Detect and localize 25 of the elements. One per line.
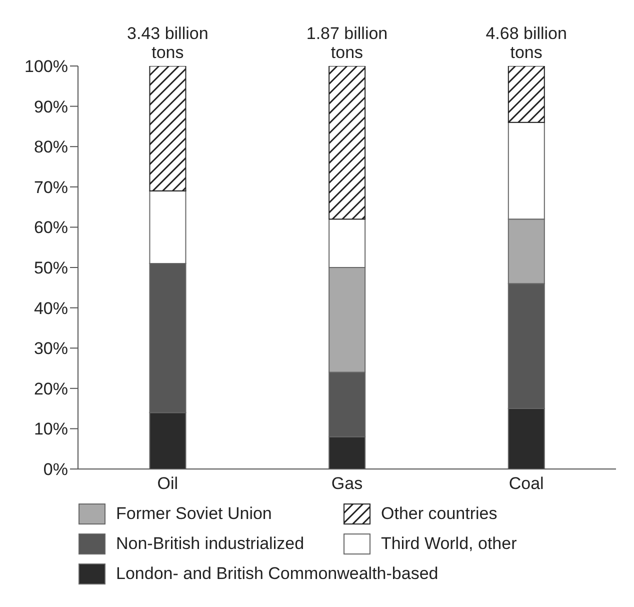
bar	[149, 66, 186, 192]
x-tick-label: Oil	[157, 474, 178, 494]
y-tick-label: 20%	[34, 379, 68, 398]
legend-label: Former Soviet Union	[116, 504, 272, 524]
y-tick-label: 70%	[34, 178, 68, 197]
y-tick-label: 40%	[34, 298, 68, 318]
y-tick-label: 100%	[24, 57, 68, 76]
y-tick-label: 0%	[43, 460, 68, 480]
y-tick-label: 30%	[34, 339, 68, 358]
y-tick-label: 10%	[34, 420, 68, 439]
legend-label: Non-British industrialized	[116, 534, 304, 554]
y-tick-label: 80%	[34, 138, 68, 157]
legend-label: London- and British Commonwealth-based	[116, 564, 438, 584]
y-tick-label: 90%	[34, 97, 68, 116]
annotation: 1.87 billion tons	[306, 24, 388, 62]
legend-label: Third World, other	[381, 534, 517, 554]
x-tick-label: Coal	[508, 474, 544, 494]
annotation: 4.68 billion tons	[486, 24, 567, 62]
legend-label: Other countries	[381, 504, 498, 524]
y-tick-label: 50%	[34, 258, 68, 278]
bar	[508, 66, 545, 123]
x-tick-label: Gas	[331, 474, 363, 494]
y-tick-label: 60%	[34, 218, 68, 238]
annotation: 3.43 billion tons	[127, 24, 208, 62]
bar	[328, 66, 366, 220]
